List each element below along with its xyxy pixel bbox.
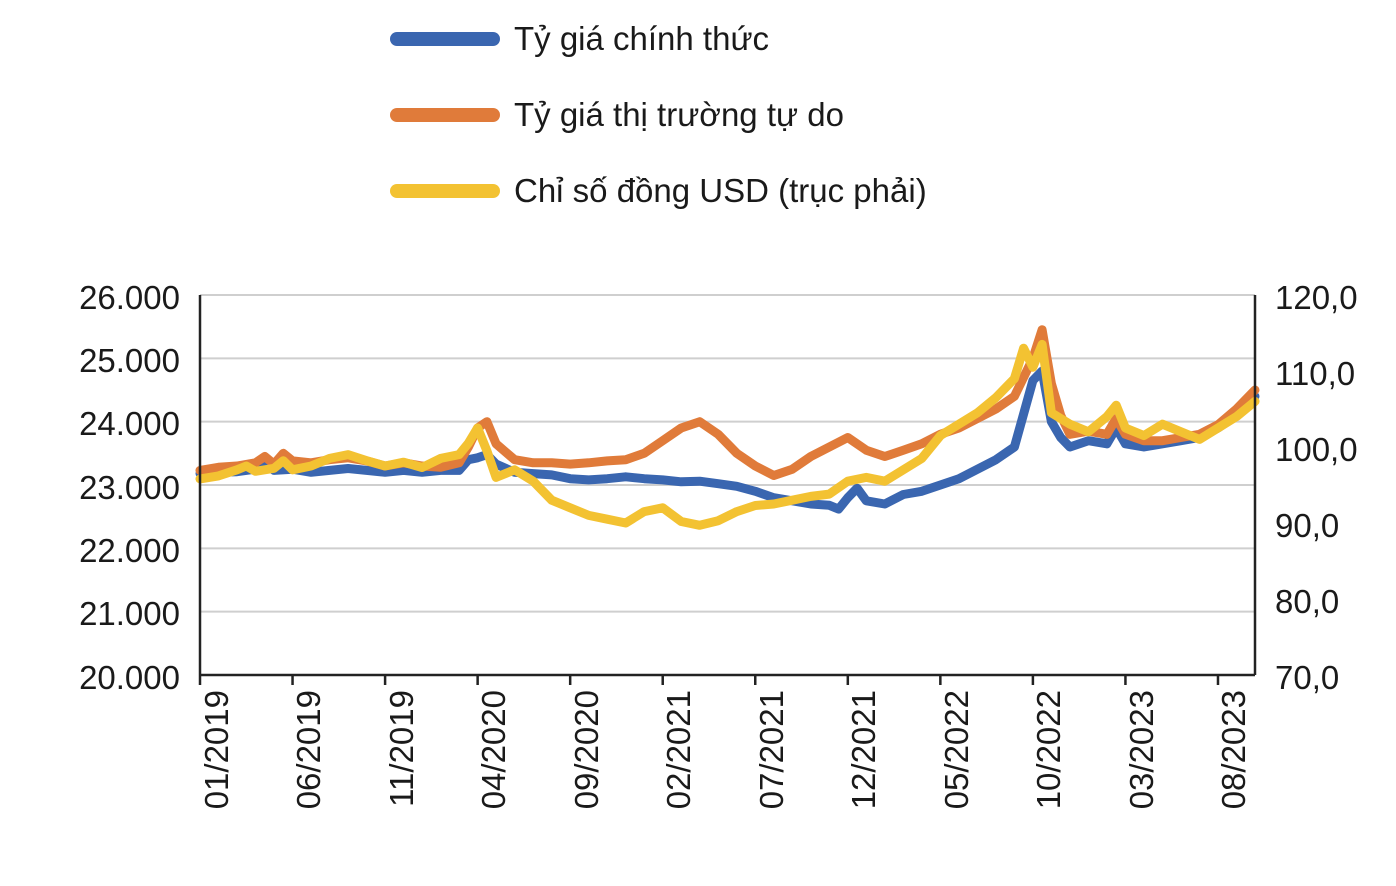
y-right-axis-labels: 70,080,090,0100,0110,0120,0 xyxy=(1265,295,1396,675)
x-tick-label: 01/2019 xyxy=(198,690,236,809)
legend-item: Tỷ giá chính thức xyxy=(390,20,927,58)
legend-swatch xyxy=(390,184,500,198)
y-left-tick-label: 20.000 xyxy=(79,659,180,697)
x-tick-label: 08/2023 xyxy=(1215,690,1253,809)
y-left-tick-label: 23.000 xyxy=(79,469,180,507)
x-tick-label: 06/2019 xyxy=(290,690,328,809)
legend-item: Tỷ giá thị trường tự do xyxy=(390,96,927,134)
y-left-tick-label: 21.000 xyxy=(79,595,180,633)
legend-label: Chỉ số đồng USD (trục phải) xyxy=(514,172,927,210)
legend-label: Tỷ giá chính thức xyxy=(514,20,769,58)
x-ticks xyxy=(200,675,1218,685)
x-tick-label: 11/2019 xyxy=(383,690,421,807)
x-tick-label: 12/2021 xyxy=(845,690,883,809)
exchange-rate-chart: Tỷ giá chính thức Tỷ giá thị trường tự d… xyxy=(0,0,1396,886)
x-tick-label: 09/2020 xyxy=(568,690,606,809)
plot-area xyxy=(200,295,1255,675)
x-axis-labels: 01/2019 06/2019 11/2019 04/2020 09/2020 02/20… xyxy=(200,690,1255,870)
legend-label: Tỷ giá thị trường tự do xyxy=(514,96,844,134)
y-left-tick-label: 25.000 xyxy=(79,342,180,380)
y-left-tick-label: 24.000 xyxy=(79,405,180,443)
y-right-tick-label: 80,0 xyxy=(1275,583,1339,621)
x-tick-label: 05/2022 xyxy=(938,690,976,809)
legend-swatch xyxy=(390,108,500,122)
y-left-tick-label: 22.000 xyxy=(79,532,180,570)
y-left-tick-label: 26.000 xyxy=(79,279,180,317)
y-right-tick-label: 110,0 xyxy=(1275,355,1355,393)
chart-svg xyxy=(200,295,1255,675)
y-right-tick-label: 100,0 xyxy=(1275,431,1358,469)
legend: Tỷ giá chính thức Tỷ giá thị trường tự d… xyxy=(390,20,927,210)
x-tick-label: 03/2023 xyxy=(1123,690,1161,809)
y-right-tick-label: 90,0 xyxy=(1275,507,1339,545)
legend-swatch xyxy=(390,32,500,46)
x-tick-label: 02/2021 xyxy=(660,690,698,809)
y-left-axis-labels: 20.00021.00022.00023.00024.00025.00026.0… xyxy=(0,295,190,675)
x-tick-label: 04/2020 xyxy=(475,690,513,809)
x-tick-label: 07/2021 xyxy=(753,690,791,809)
y-right-tick-label: 70,0 xyxy=(1275,659,1339,697)
x-tick-label: 10/2022 xyxy=(1030,690,1068,809)
y-right-tick-label: 120,0 xyxy=(1275,279,1358,317)
legend-item: Chỉ số đồng USD (trục phải) xyxy=(390,172,927,210)
